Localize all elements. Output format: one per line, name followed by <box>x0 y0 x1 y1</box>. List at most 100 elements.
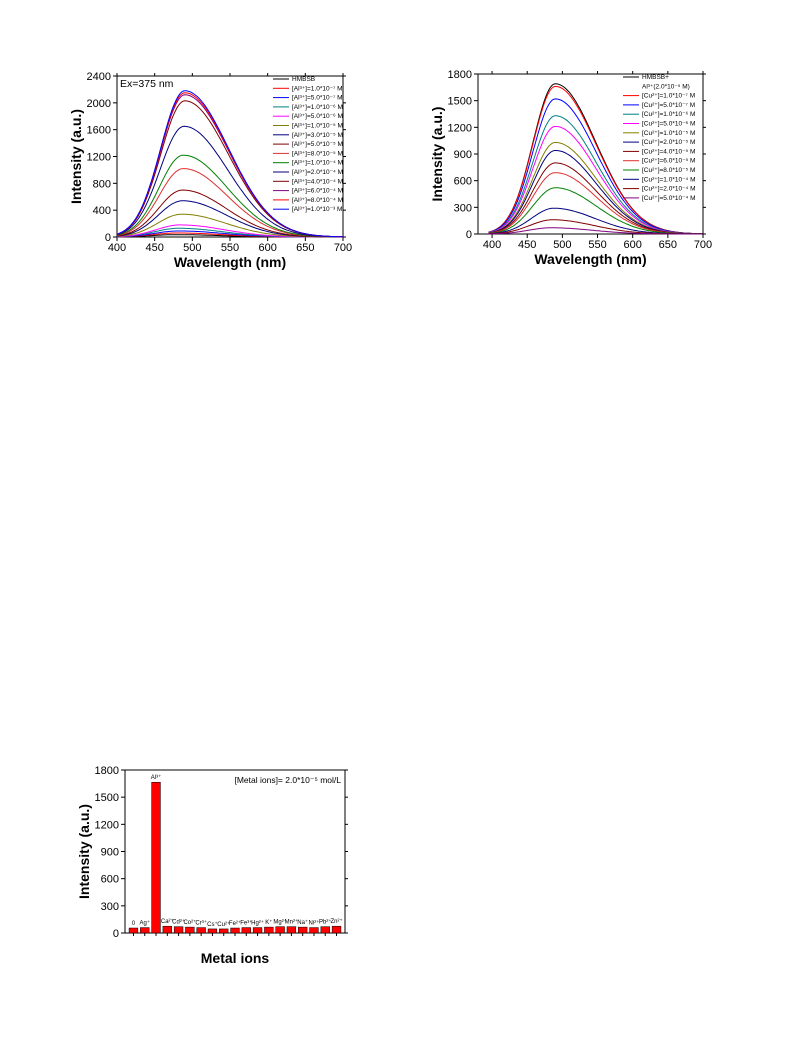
legend-label: [Cu²⁺]=5.0*10⁻⁶ M <box>642 121 695 128</box>
y-tick-label: 800 <box>93 178 111 190</box>
x-tick-label: 400 <box>483 239 501 251</box>
y-tick-label: 2000 <box>87 98 111 110</box>
bar <box>151 781 161 934</box>
bar-ion-label: Hg²⁺ <box>251 920 264 927</box>
concentration-annotation: [Metal ions]= 2.0*10⁻⁵ mol/L <box>234 775 341 785</box>
bar <box>320 926 330 934</box>
bar-ion-label: Mg²⁺ <box>273 919 287 926</box>
bar-ion-label: Zn²⁺ <box>330 918 342 925</box>
bar-ion-label: Fe³⁺ <box>240 920 252 927</box>
series-line <box>488 227 703 235</box>
x-tick-label: 550 <box>221 242 239 254</box>
x-tick-label: 550 <box>588 239 606 251</box>
y-tick-label: 1200 <box>95 819 119 831</box>
bar <box>219 928 229 934</box>
series-line <box>116 90 343 238</box>
bar <box>128 927 139 934</box>
x-tick-label: 600 <box>258 242 276 254</box>
y-tick-label: 1200 <box>87 152 111 164</box>
legend-label: [Cu²⁺]=1.0*10⁻⁷ M <box>642 93 695 100</box>
bar <box>230 927 240 934</box>
y-tick-label: 300 <box>454 202 472 214</box>
bar-ion-label: Ag⁺ <box>139 920 150 927</box>
y-tick-label: 0 <box>113 928 119 940</box>
series-line <box>116 154 343 238</box>
y-tick-label: 1500 <box>95 792 119 804</box>
bar-ion-label: Cd²⁺ <box>172 919 185 926</box>
legend-label: HMBSB <box>292 76 315 83</box>
legend-label: [Al³⁺]=5.0*10⁻⁵ M <box>292 141 343 148</box>
bar-ion-label: Fe²⁺ <box>229 920 241 927</box>
legend-label: HMBSB+ <box>642 74 669 81</box>
legend-label: [Al³⁺]=1.0*10⁻⁷ M <box>292 85 343 92</box>
bar <box>264 926 274 934</box>
x-axis-title: Wavelength (nm) <box>174 254 286 270</box>
bar <box>298 926 308 934</box>
bar-ion-label: Cu²⁺ <box>217 921 230 928</box>
y-tick-label: 900 <box>101 847 119 859</box>
bar <box>173 926 184 934</box>
y-tick-label: 300 <box>101 901 119 913</box>
y-tick-label: 1800 <box>95 765 119 777</box>
bar <box>275 926 285 934</box>
metal-ion-selectivity-bar-chart: 0 300 600 900 1200 1500 1800 Metal ions Intensit… <box>76 765 348 966</box>
bar <box>196 927 206 934</box>
legend-label: [Al³⁺]=1.0*10⁻³ M <box>292 206 342 213</box>
legend-label: [Cu²⁺]=5.0*10⁻⁴ M <box>642 195 696 202</box>
series-line <box>116 125 344 238</box>
legend-label: [Al³⁺]=6.0*10⁻⁴ M <box>292 188 343 195</box>
bar <box>286 926 297 934</box>
legend-label: [Al³⁺]=1.0*10⁻⁶ M <box>292 104 343 111</box>
x-tick-label: 500 <box>553 239 571 251</box>
x-tick-label: 700 <box>694 239 712 251</box>
legend-label: [Cu²⁺]=2.0*10⁻⁴ M <box>642 186 696 193</box>
bar-ion-label: Co²⁺ <box>183 919 196 926</box>
y-tick-label: 1500 <box>448 96 472 108</box>
cu-titration-spectra-chart: 0 300 600 900 1200 1500 1800 400 450 500 550 600 650… <box>429 69 712 267</box>
y-tick-label: 1600 <box>87 125 111 137</box>
bar-ion-label: Na⁺ <box>297 919 308 926</box>
y-tick-label: 900 <box>454 149 472 161</box>
x-tick-label: 450 <box>518 239 536 251</box>
x-axis-title: Wavelength (nm) <box>534 251 646 267</box>
x-tick-label: 650 <box>296 242 314 254</box>
y-axis-title: Intensity (a.u.) <box>429 107 445 202</box>
legend-label: [Al³⁺]=2.0*10⁻⁴ M <box>292 169 343 176</box>
x-tick-label: 600 <box>624 239 642 251</box>
series-line <box>488 187 703 235</box>
legend-label: [Al³⁺]=3.0*10⁻⁵ M <box>292 132 343 139</box>
legend-label: [Al³⁺]=8.0*10⁻⁵ M <box>292 150 343 157</box>
y-axis-title: Intensity (a.u.) <box>76 804 92 899</box>
legend-label: [Al³⁺]=5.0*10⁻⁷ M <box>292 95 343 102</box>
y-tick-label: 2400 <box>87 71 111 83</box>
bar <box>207 928 218 934</box>
x-axis-title: Metal ions <box>201 950 270 966</box>
bar <box>140 927 150 934</box>
bar <box>331 925 342 934</box>
bar-ion-label: Al³⁺ <box>151 774 162 781</box>
excitation-annotation: Ex=375 nm <box>120 78 174 90</box>
bar <box>241 927 251 934</box>
bar <box>309 927 319 934</box>
legend-label: [Cu²⁺]=8.0*10⁻⁵ M <box>642 167 695 174</box>
x-tick-label: 650 <box>659 239 677 251</box>
legend-label: [Cu²⁺]=6.0*10⁻⁵ M <box>642 158 695 165</box>
x-tick-label: 400 <box>108 242 126 254</box>
bar-ion-label: Pb²⁺ <box>319 919 332 926</box>
bar-ion-label: K⁺ <box>265 919 272 926</box>
bar <box>252 927 263 934</box>
y-tick-label: 0 <box>466 229 472 241</box>
legend-label: [Al³⁺]=4.0*10⁻⁴ M <box>292 178 343 185</box>
legend-label: [Cu²⁺]=1.0*10⁻⁶ M <box>642 111 695 118</box>
bar-ion-label: Cs⁺ <box>207 921 218 928</box>
y-tick-label: 1800 <box>448 69 472 81</box>
y-tick-label: 0 <box>105 232 111 244</box>
x-tick-label: 450 <box>145 242 163 254</box>
legend-label: Al³⁺(2.0*10⁻⁵ M) <box>642 83 690 90</box>
legend-label: [Cu²⁺]=2.0*10⁻⁵ M <box>642 139 695 146</box>
bar <box>185 926 195 934</box>
bar-ion-label: Ni²⁺ <box>309 920 320 927</box>
legend-label: [Al³⁺]=5.0*10⁻⁶ M <box>292 113 343 120</box>
y-tick-label: 400 <box>93 205 111 217</box>
